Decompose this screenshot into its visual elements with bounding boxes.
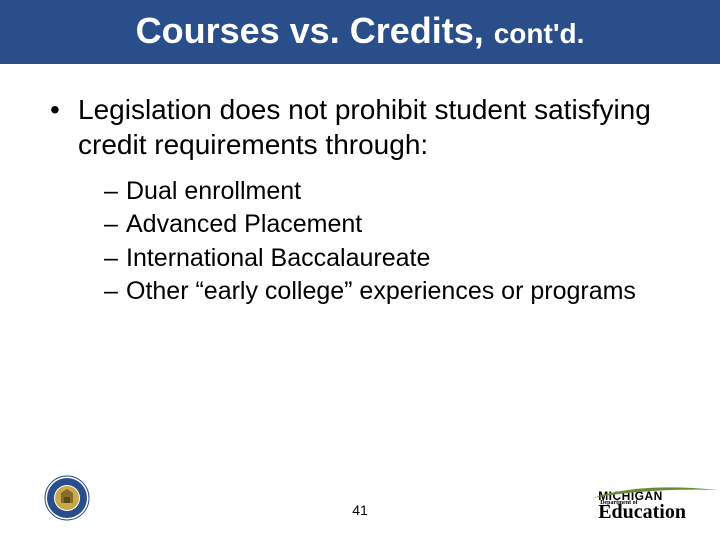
bullet-level1: • Legislation does not prohibit student …: [50, 92, 670, 162]
footer: 41 MICHIGAN Department of Education: [0, 472, 720, 540]
bullet-level2-text: Advanced Placement: [126, 209, 362, 240]
bullet-level2-text: Other “early college” experiences or pro…: [126, 276, 636, 307]
bullet-dash: –: [104, 176, 126, 207]
seal-icon: [44, 475, 90, 521]
title-bar: Courses vs. Credits, cont'd.: [0, 0, 720, 64]
bullet-level1-text: Legislation does not prohibit student sa…: [78, 92, 670, 162]
bullet-level2: – Other “early college” experiences or p…: [104, 276, 670, 307]
state-board-seal-logo: [44, 475, 90, 526]
page-number: 41: [352, 502, 368, 518]
logo-line2: Department of Education: [598, 502, 686, 522]
bullet-level2: – Dual enrollment: [104, 176, 670, 207]
bullet-level2: – Advanced Placement: [104, 209, 670, 240]
bullet-dot: •: [50, 92, 78, 162]
michigan-education-logo: MICHIGAN Department of Education: [598, 490, 686, 522]
bullet-dash: –: [104, 243, 126, 274]
bullet-level2: – International Baccalaureate: [104, 243, 670, 274]
bullet-dash: –: [104, 209, 126, 240]
sub-bullet-list: – Dual enrollment – Advanced Placement –…: [50, 176, 670, 307]
bullet-dash: –: [104, 276, 126, 307]
logo-dept: Department of: [600, 500, 638, 506]
bullet-level2-text: Dual enrollment: [126, 176, 301, 207]
slide-title-sub: cont'd.: [494, 18, 585, 49]
content-area: • Legislation does not prohibit student …: [0, 64, 720, 307]
bullet-level2-text: International Baccalaureate: [126, 243, 430, 274]
slide-title-main: Courses vs. Credits,: [136, 10, 494, 51]
